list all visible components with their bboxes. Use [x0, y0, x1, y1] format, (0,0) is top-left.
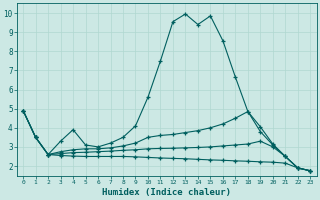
- X-axis label: Humidex (Indice chaleur): Humidex (Indice chaleur): [102, 188, 231, 197]
